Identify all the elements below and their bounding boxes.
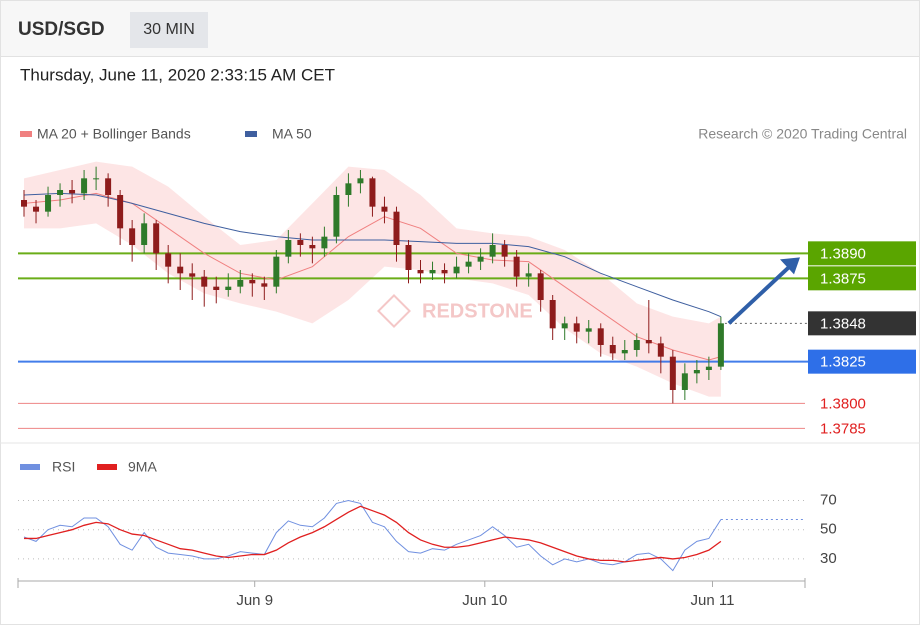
timeframe: 30 MIN	[143, 21, 195, 38]
candle-body	[429, 270, 436, 274]
watermark-icon	[377, 294, 411, 328]
watermark: REDSTONE	[377, 294, 533, 328]
current-price-label: 1.3848	[820, 315, 866, 332]
x-tick-label: Jun 9	[236, 592, 273, 609]
level-box	[808, 241, 916, 266]
candle-body	[285, 240, 292, 257]
x-tick-label: Jun 11	[691, 592, 735, 609]
candle-body	[561, 323, 568, 329]
candle-body	[585, 328, 592, 332]
candle-body	[273, 256, 280, 287]
candle-body	[33, 206, 40, 212]
candle-body	[141, 223, 148, 245]
candle-body	[93, 178, 100, 180]
credit: Research © 2020 Trading Central	[698, 126, 907, 142]
candle-body	[177, 266, 184, 274]
candle-body	[357, 178, 364, 184]
candle-body	[693, 370, 700, 374]
candle-body	[525, 273, 532, 277]
candle-body	[609, 345, 616, 354]
candle-body	[225, 286, 232, 290]
candle-body	[201, 276, 208, 287]
candle-body	[129, 228, 136, 245]
legend-label: MA 50	[272, 126, 312, 142]
candle-body	[477, 256, 484, 262]
candle-body	[657, 343, 664, 357]
level-box	[808, 349, 916, 374]
candle-body	[345, 183, 352, 195]
forecast-arrow	[727, 262, 794, 325]
candle-body	[381, 206, 388, 212]
candle-body	[597, 328, 604, 345]
candle-body	[249, 280, 256, 284]
legend-swatch	[245, 131, 257, 137]
candle-body	[537, 273, 544, 300]
watermark-text: REDSTONE	[422, 300, 533, 322]
candle-body	[81, 178, 88, 194]
x-tick-label: Jun 10	[462, 592, 507, 609]
candle-body	[645, 340, 652, 344]
candle-body	[453, 266, 460, 274]
candle-body	[45, 195, 52, 212]
candle-body	[621, 350, 628, 354]
legend-swatch	[20, 464, 40, 470]
legend-label: MA 20 + Bollinger Bands	[37, 126, 191, 142]
candle-body	[489, 245, 496, 257]
forecast-arrowhead	[780, 257, 800, 275]
candle-body	[333, 195, 340, 237]
legend-swatch	[97, 464, 117, 470]
candle-body	[165, 253, 172, 267]
level-box	[808, 266, 916, 291]
legend-label: RSI	[52, 459, 75, 475]
candle-body	[633, 340, 640, 350]
level-label: 1.3890	[820, 245, 866, 262]
level-label: 1.3785	[820, 420, 866, 437]
candle-body	[189, 273, 196, 277]
candle-body	[513, 256, 520, 277]
ma-line	[23, 192, 722, 318]
rsi-line	[24, 505, 722, 563]
candle-body	[705, 366, 712, 370]
candle-body	[549, 300, 556, 329]
candle-body	[117, 195, 124, 229]
candle-body	[393, 211, 400, 245]
y-tick-label: 50	[820, 521, 837, 538]
datetime: Thursday, June 11, 2020 2:33:15 AM CET	[20, 65, 335, 84]
y-tick-label: 70	[820, 491, 837, 508]
candle-body	[213, 286, 220, 290]
legend-swatch	[20, 131, 32, 137]
y-tick-label: 30	[820, 550, 837, 567]
candle-body	[717, 323, 724, 367]
level-label: 1.3825	[820, 354, 866, 371]
candle-body	[681, 373, 688, 390]
timeframe-badge	[130, 12, 208, 48]
candle-body	[465, 261, 472, 267]
candle-body	[261, 283, 268, 287]
candle-body	[57, 190, 64, 195]
candle-body	[321, 236, 328, 249]
candle-body	[573, 323, 580, 332]
level-label: 1.3800	[820, 395, 866, 412]
bollinger-band	[24, 161, 721, 397]
candle-body	[21, 200, 28, 207]
legend-label: 9MA	[128, 459, 157, 475]
current-price-box	[808, 311, 916, 336]
candle-body	[369, 178, 376, 207]
candle-body	[297, 240, 304, 245]
symbol: USD/SGD	[18, 19, 105, 40]
candle-body	[501, 245, 508, 257]
candle-body	[441, 270, 448, 274]
candle-body	[417, 270, 424, 274]
candle-body	[105, 178, 112, 195]
candle-body	[309, 245, 316, 249]
candle-body	[69, 190, 76, 194]
candle-body	[405, 245, 412, 270]
candle-body	[669, 356, 676, 390]
candle-body	[153, 223, 160, 254]
level-label: 1.3875	[820, 270, 866, 287]
candle-body	[237, 280, 244, 287]
rsi-line	[23, 499, 722, 572]
